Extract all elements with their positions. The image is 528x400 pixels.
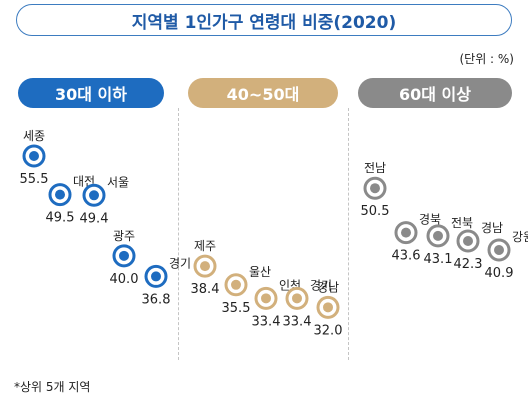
region-label: 광주 [113, 229, 135, 243]
dot-marker [494, 245, 504, 256]
region-label: 전남 [364, 161, 386, 175]
dot-marker [463, 236, 473, 247]
value-label: 33.4 [283, 314, 312, 329]
dot-marker [151, 271, 161, 282]
value-label: 43.1 [424, 252, 453, 267]
group-divider-2 [348, 108, 349, 360]
dot-marker [323, 302, 333, 313]
value-label: 36.8 [142, 292, 171, 307]
dot-marker [119, 250, 129, 261]
group-header-30-under: 30대 이하 [18, 78, 164, 108]
dot-marker [55, 189, 65, 200]
region-label: 경남 [481, 221, 503, 235]
value-label: 50.5 [361, 204, 390, 219]
dot-marker [292, 293, 302, 304]
dot-marker [200, 261, 210, 272]
group-divider-1 [178, 108, 179, 360]
region-label: 경기 [310, 278, 332, 292]
value-label: 40.0 [110, 272, 139, 287]
value-label: 40.9 [485, 266, 514, 281]
unit-note: (단위 : %) [459, 52, 514, 66]
region-label: 경기 [169, 256, 191, 270]
group-header-40-50: 40~50대 [188, 78, 338, 108]
region-label: 서울 [107, 175, 129, 189]
dot-marker [370, 183, 380, 194]
region-label: 전북 [451, 216, 473, 230]
region-label: 강원 [512, 230, 528, 244]
dot-marker [231, 279, 241, 290]
value-label: 43.6 [392, 249, 421, 264]
region-label: 제주 [194, 239, 216, 253]
dot-marker [89, 190, 99, 201]
dot-marker [401, 227, 411, 238]
dot-marker [433, 230, 443, 241]
region-label: 울산 [249, 265, 271, 279]
region-label: 경북 [419, 213, 441, 227]
value-label: 33.4 [252, 314, 281, 329]
value-label: 55.5 [20, 172, 49, 187]
group-header-60-over: 60대 이상 [358, 78, 512, 108]
value-label: 32.0 [314, 323, 343, 338]
dot-marker [261, 293, 271, 304]
value-label: 42.3 [454, 257, 483, 272]
region-label: 세종 [23, 129, 45, 143]
dot-marker [29, 151, 39, 161]
footnote: *상위 5개 지역 [14, 380, 91, 394]
value-label: 35.5 [222, 301, 251, 316]
value-label: 49.5 [46, 211, 75, 226]
value-label: 38.4 [191, 282, 220, 297]
value-label: 49.4 [80, 211, 109, 226]
chart-title: 지역별 1인가구 연령대 비중(2020) [16, 4, 512, 36]
region-label: 경남 [317, 280, 339, 294]
